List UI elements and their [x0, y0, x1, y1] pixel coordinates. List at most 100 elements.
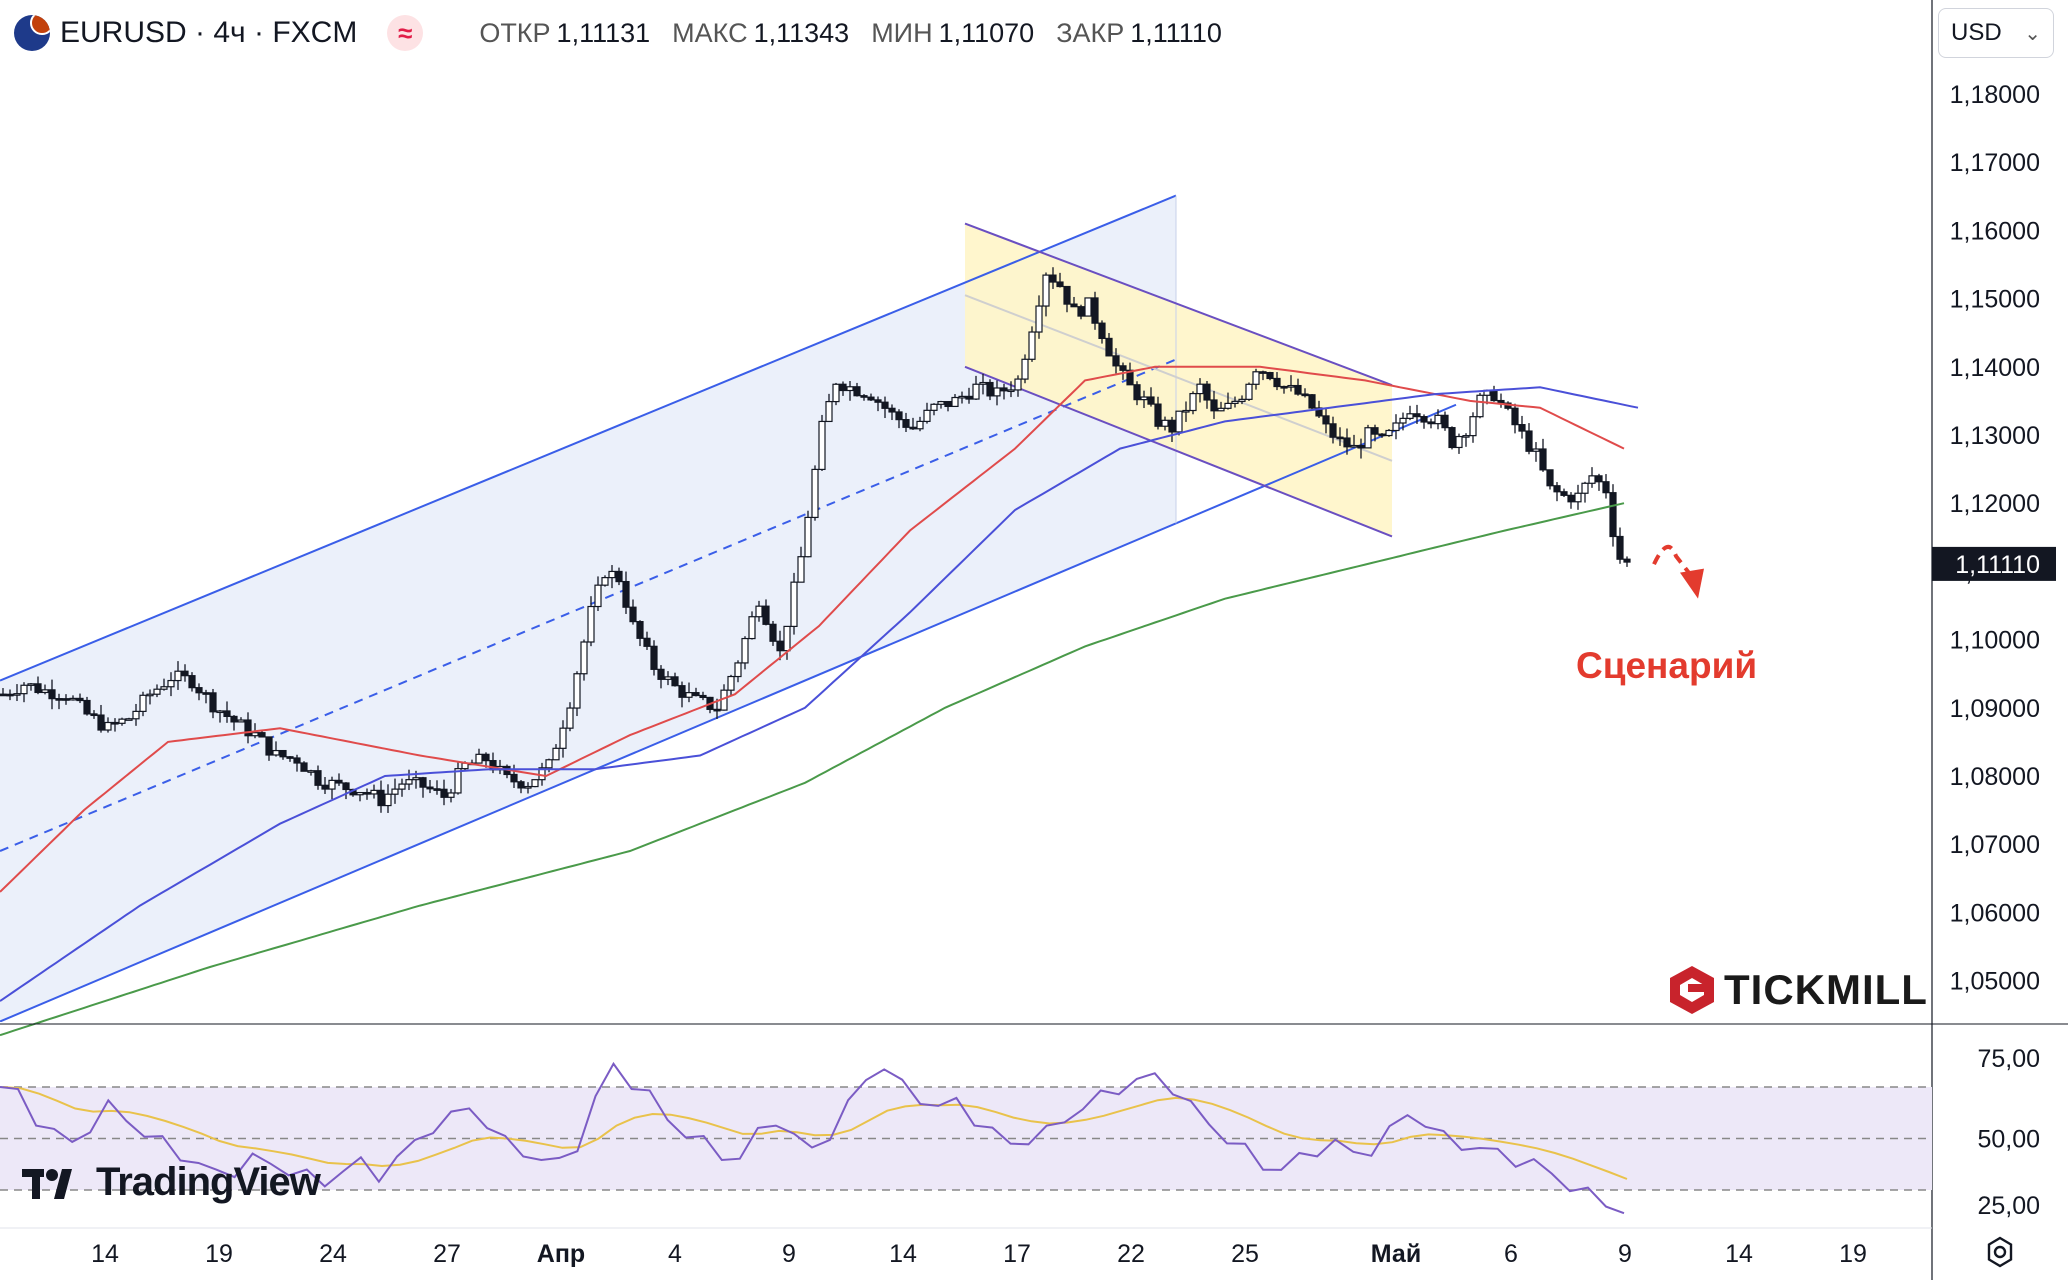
candle-body	[944, 400, 952, 408]
candle-body	[636, 621, 644, 639]
rsi-tick-label: 25,00	[1977, 1192, 2040, 1220]
price-tick-label: 1,17000	[1950, 149, 2040, 177]
chart-header: EURUSD · 4ч · FXCM ≈ ОТКР 1,11131 МАКС 1…	[14, 12, 1222, 54]
time-tick-label: Май	[1371, 1240, 1421, 1268]
candle-body	[1518, 424, 1526, 432]
tickmill-wordmark: TICKMILL	[1724, 966, 1928, 1013]
candle-body	[1182, 409, 1190, 413]
last-price-badge	[1932, 546, 2056, 581]
candle-body	[734, 662, 742, 678]
price-tick-label: 1,14000	[1950, 354, 2040, 382]
candle-body	[335, 779, 343, 784]
candle-body	[391, 788, 399, 795]
candle-body	[979, 381, 987, 385]
ma-blue-line	[0, 386, 1639, 1002]
candle-body	[629, 606, 637, 623]
rsi-tick-label: 75,00	[1977, 1045, 2040, 1073]
candle-body	[454, 768, 462, 794]
candle-body	[1553, 485, 1561, 493]
currency-selector[interactable]: USD ⌄	[1938, 8, 2054, 58]
candle-body	[559, 727, 567, 749]
ma-red-line	[0, 365, 1625, 893]
candle-body	[713, 708, 721, 712]
price-tick-label: 1,12000	[1950, 490, 2040, 518]
candle-body	[1476, 394, 1484, 418]
candle-body	[1308, 394, 1316, 409]
candle-body	[937, 400, 945, 405]
wave-icon[interactable]: ≈	[387, 15, 424, 51]
candle-body	[20, 684, 28, 695]
candle-body	[188, 675, 196, 689]
low-value: 1,11070	[938, 17, 1035, 48]
candle-body	[545, 759, 553, 769]
candle-body	[377, 789, 385, 807]
candle-body	[41, 689, 49, 694]
candle-body	[909, 426, 917, 430]
candle-body	[1140, 396, 1148, 401]
candle-body	[1133, 384, 1141, 401]
open-label: ОТКР	[479, 17, 551, 48]
candle-body	[370, 789, 378, 795]
candle-body	[307, 770, 315, 773]
candle-body	[286, 756, 294, 759]
candle-body	[1469, 416, 1477, 437]
candle-body	[1301, 393, 1309, 397]
candle-body	[363, 791, 371, 795]
time-tick-label: 22	[1117, 1240, 1145, 1268]
settings-gear-icon[interactable]	[1984, 1236, 2016, 1268]
candle-body	[930, 403, 938, 411]
candle-body	[1217, 407, 1225, 412]
candle-body	[776, 640, 784, 652]
candle-body	[888, 407, 896, 413]
candle-body	[1266, 372, 1274, 380]
candle-body	[972, 383, 980, 400]
candle-body	[993, 387, 1001, 397]
candle-body	[1602, 481, 1610, 494]
candle-body	[1350, 444, 1358, 448]
candle-body	[1175, 410, 1183, 433]
candle-body	[433, 788, 441, 791]
candle-body	[1574, 492, 1582, 503]
candle-body	[517, 781, 525, 789]
candle-body	[146, 693, 154, 697]
candle-body	[671, 676, 679, 687]
candle-body	[1343, 437, 1351, 448]
candle-body	[34, 683, 42, 694]
candle-body	[83, 699, 91, 715]
candle-body	[1539, 448, 1547, 471]
candle-body	[230, 715, 238, 723]
candle-body	[111, 721, 119, 725]
symbol-title[interactable]: EURUSD · 4ч · FXCM	[60, 16, 358, 49]
candle-body	[202, 692, 210, 695]
time-tick-label: 24	[319, 1240, 347, 1268]
scenario-arrow-head	[1680, 568, 1704, 599]
candle-body	[398, 783, 406, 790]
candle-body	[244, 719, 252, 737]
candle-body	[1063, 285, 1071, 305]
candle-body	[727, 675, 735, 691]
candle-body	[1273, 377, 1281, 388]
candle-body	[615, 570, 623, 583]
candle-body	[300, 762, 308, 772]
candle-body	[1105, 337, 1113, 357]
candle-body	[1406, 413, 1414, 419]
candle-body	[1280, 385, 1288, 389]
candle-body	[1210, 399, 1218, 412]
ascending-channel-lower	[0, 403, 1457, 1022]
high-label: МАКС	[672, 17, 748, 48]
candle-body	[965, 395, 973, 400]
candle-body	[846, 386, 854, 392]
time-tick-label: 14	[889, 1240, 917, 1268]
price-tick-label: 1,06000	[1950, 899, 2040, 927]
currency-value: USD	[1951, 19, 2002, 46]
time-tick-label: 4	[668, 1240, 682, 1268]
candle-body	[209, 692, 217, 713]
candle-body	[1609, 492, 1617, 538]
main-pane	[0, 194, 1704, 1022]
candle-body	[181, 670, 189, 677]
candle-body	[1336, 436, 1344, 440]
candle-body	[1581, 482, 1589, 494]
candle-body	[1385, 429, 1393, 437]
